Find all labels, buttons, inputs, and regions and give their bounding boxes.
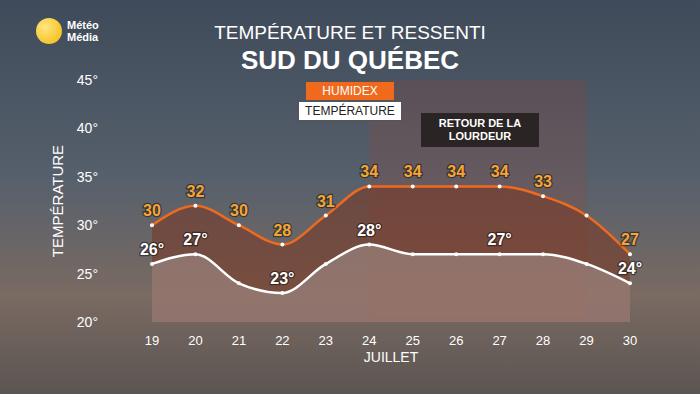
svg-text:26: 26 bbox=[449, 333, 463, 348]
svg-text:24°: 24° bbox=[618, 260, 642, 277]
svg-text:23: 23 bbox=[319, 333, 333, 348]
svg-text:28: 28 bbox=[536, 333, 550, 348]
svg-text:JUILLET: JUILLET bbox=[364, 349, 419, 365]
svg-text:19: 19 bbox=[145, 333, 159, 348]
svg-text:33: 33 bbox=[534, 173, 552, 190]
html-text:Média: Média bbox=[67, 31, 99, 43]
html-text:SUD DU QUÉBEC: SUD DU QUÉBEC bbox=[240, 45, 460, 75]
svg-text:20: 20 bbox=[188, 333, 202, 348]
svg-text:30: 30 bbox=[623, 333, 637, 348]
svg-text:28°: 28° bbox=[357, 222, 381, 239]
svg-text:28: 28 bbox=[273, 222, 291, 239]
svg-text:25: 25 bbox=[405, 333, 419, 348]
svg-text:31: 31 bbox=[317, 193, 335, 210]
svg-text:25°: 25° bbox=[77, 266, 98, 282]
html-text:Météo: Météo bbox=[67, 19, 99, 31]
svg-text:21: 21 bbox=[232, 333, 246, 348]
svg-text:27: 27 bbox=[621, 231, 639, 248]
svg-text:34: 34 bbox=[491, 163, 509, 180]
html-text:RETOUR DE LA LOURDEUR: RETOUR DE LA LOURDEUR bbox=[438, 117, 522, 142]
svg-text:45°: 45° bbox=[77, 72, 98, 88]
svg-text:27: 27 bbox=[492, 333, 506, 348]
svg-text:20°: 20° bbox=[77, 314, 98, 330]
svg-text:23°: 23° bbox=[270, 270, 294, 287]
svg-text:30: 30 bbox=[143, 202, 161, 219]
svg-text:TEMPÉRATURE: TEMPÉRATURE bbox=[49, 145, 66, 257]
svg-text:30°: 30° bbox=[77, 217, 98, 233]
svg-text:34: 34 bbox=[404, 163, 422, 180]
svg-text:40°: 40° bbox=[77, 120, 98, 136]
svg-text:27°: 27° bbox=[488, 231, 512, 248]
svg-text:30: 30 bbox=[230, 202, 248, 219]
svg-text:24: 24 bbox=[362, 333, 376, 348]
svg-text:26°: 26° bbox=[140, 241, 164, 258]
svg-text:32: 32 bbox=[187, 183, 205, 200]
svg-text:27°: 27° bbox=[183, 231, 207, 248]
svg-text:35°: 35° bbox=[77, 169, 98, 185]
html-text:TEMPÉRATURE: TEMPÉRATURE bbox=[305, 104, 395, 118]
svg-text:34: 34 bbox=[360, 163, 378, 180]
svg-text:22: 22 bbox=[275, 333, 289, 348]
svg-text:29: 29 bbox=[579, 333, 593, 348]
html-text:TEMPÉRATURE ET RESSENTI: TEMPÉRATURE ET RESSENTI bbox=[214, 22, 486, 43]
html-text:HUMIDEX: HUMIDEX bbox=[322, 84, 378, 98]
svg-text:34: 34 bbox=[447, 163, 465, 180]
